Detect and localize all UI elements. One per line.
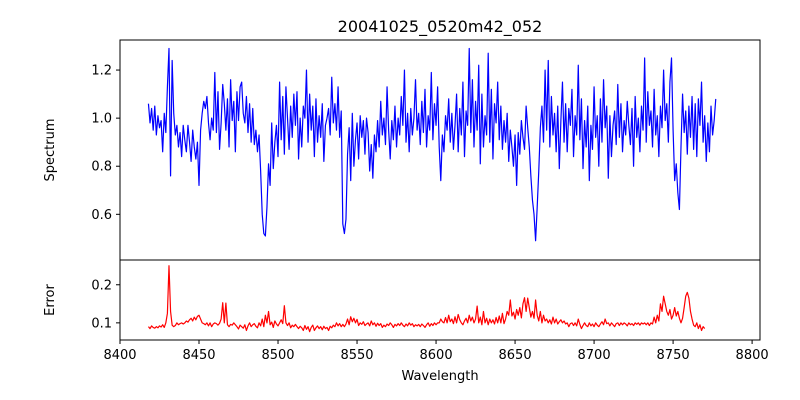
spectrum-series-line — [147, 47, 717, 242]
x-tick-label: 8550 — [340, 348, 373, 363]
error-y-tick-label: 0.2 — [91, 278, 112, 293]
x-tick-label: 8750 — [657, 348, 690, 363]
error-series-line — [147, 265, 706, 333]
x-tick-label: 8400 — [103, 348, 136, 363]
x-tick-label: 8800 — [736, 348, 769, 363]
spectrum-y-axis-label: Spectrum — [43, 119, 58, 182]
x-tick-label: 8700 — [578, 348, 611, 363]
x-tick-label: 8500 — [261, 348, 294, 363]
error-panel: 0.10.2 8400 8450 8500 8550 8600 8650 8700 8750 8… — [43, 259, 769, 384]
x-tick-label: 8650 — [499, 348, 532, 363]
x-tick-label: 8600 — [420, 348, 453, 363]
spectrum-y-tick-label: 1.2 — [91, 64, 112, 79]
error-x-ticks: 8400 8450 8500 8550 8600 8650 8700 8750 8800 — [103, 340, 769, 363]
spectrum-y-ticks: 0.6 0.8 1.0 1.2 — [91, 64, 120, 223]
spectrum-y-tick-label: 0.8 — [91, 160, 112, 175]
figure-title: 20041025_0520m42_052 — [338, 17, 543, 37]
error-y-axis-label: Error — [43, 284, 58, 316]
error-y-tick-label: 0.1 — [91, 316, 112, 331]
spectrum-y-tick-label: 0.6 — [91, 208, 112, 223]
error-y-ticks: 0.1 0.2 — [91, 278, 120, 331]
error-plot-frame — [119, 259, 761, 341]
spectrum-y-tick-label: 1.0 — [91, 112, 112, 127]
x-axis-label: Wavelength — [401, 369, 478, 384]
x-tick-label: 8450 — [182, 348, 215, 363]
